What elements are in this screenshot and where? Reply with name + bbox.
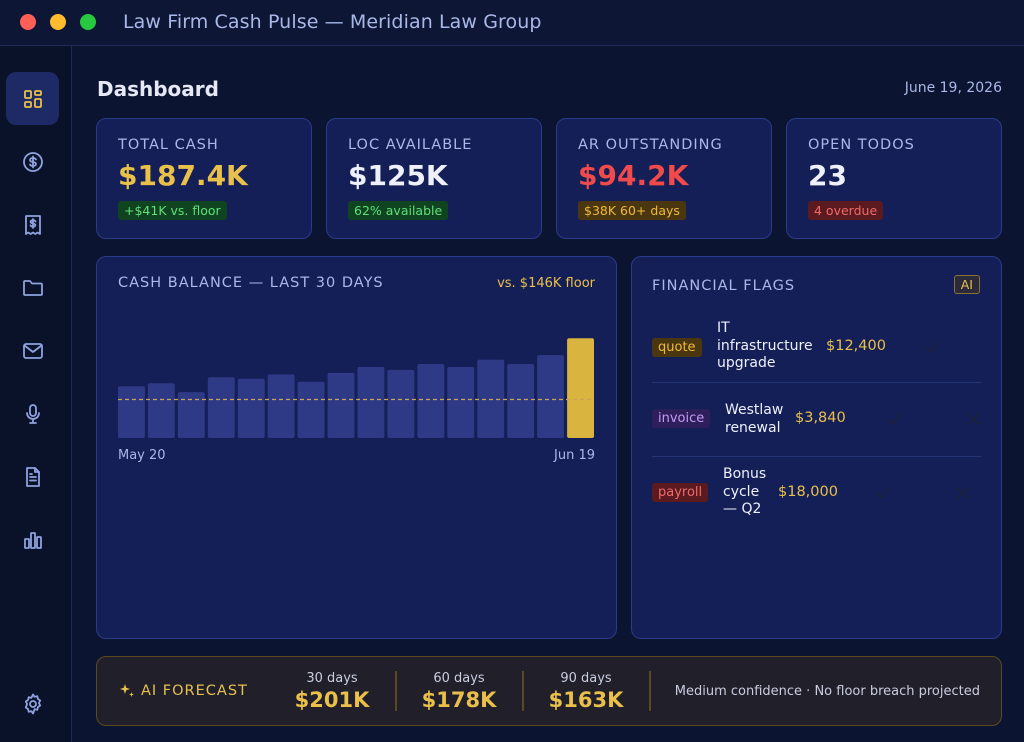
dollar-icon [22, 151, 43, 172]
folder-icon [22, 279, 43, 296]
kpi-value: $94.2K [578, 159, 689, 192]
chart-floor-label: vs. $146K floor [497, 276, 595, 291]
flag-type-badge: payroll [652, 483, 709, 502]
nav-mail[interactable] [6, 324, 59, 377]
sparkle-icon [120, 684, 134, 697]
cash-bar [147, 383, 175, 438]
cash-bar [267, 374, 295, 438]
flag-description: Bonus cycle — Q2 [723, 466, 767, 517]
kpi-value: $125K [348, 159, 448, 192]
nav-voice[interactable] [6, 387, 59, 440]
cash-bar [447, 367, 475, 438]
gear-icon [24, 693, 41, 714]
divider [395, 671, 397, 711]
kpi-label: TOTAL CASH [118, 137, 219, 153]
close-icon [957, 487, 969, 499]
flag-amount: $12,400 [826, 338, 886, 354]
microphone-icon [25, 403, 40, 424]
financial-flags-card: FINANCIAL FLAGS AI quote IT infrastructur… [631, 256, 1002, 639]
flag-type-badge: quote [652, 338, 702, 357]
divider [522, 671, 524, 711]
kpi-badge: 62% available [348, 201, 449, 220]
ai-forecast-bar: AI FORECAST 30 days $201K 60 days $178K … [96, 656, 1002, 726]
approve-button[interactable] [874, 483, 894, 503]
kpi-badge: +$41K vs. floor [118, 201, 227, 220]
kpi-label: OPEN TODOS [808, 137, 915, 153]
dashboard-icon [23, 89, 42, 108]
kpi-label: AR OUTSTANDING [578, 137, 723, 153]
cash-bar-today [567, 338, 594, 438]
nav-dashboard[interactable] [6, 72, 59, 125]
maximize-window-button[interactable] [80, 14, 96, 30]
nav-matters[interactable] [6, 261, 59, 314]
nav-cash[interactable] [6, 135, 59, 188]
check-icon [926, 341, 940, 353]
flag-description: Westlaw renewal [725, 402, 784, 436]
forecast-label: AI FORECAST [119, 683, 248, 699]
cash-balance-chart-card: CASH BALANCE — LAST 30 DAYS vs. $146K fl… [96, 256, 617, 639]
check-icon [877, 487, 891, 499]
kpi-badge: 4 overdue [808, 201, 884, 220]
cash-bar [177, 392, 205, 438]
forecast-note: Medium confidence · No floor breach proj… [674, 684, 980, 699]
flag-amount: $3,840 [795, 410, 846, 426]
flag-row: invoice Westlaw renewal $3,840 [652, 383, 982, 457]
kpi-card-loc-available[interactable]: LOC AVAILABLE $125K 62% available [326, 118, 542, 239]
x-axis-start-label: May 20 [118, 448, 166, 463]
cash-bar [118, 386, 145, 438]
nav-settings[interactable] [6, 677, 59, 730]
cash-bar [417, 364, 445, 438]
approve-button[interactable] [885, 409, 905, 429]
nav-documents[interactable] [6, 450, 59, 503]
cash-bar [297, 381, 325, 438]
minimize-window-button[interactable] [50, 14, 66, 30]
flag-type-badge: invoice [652, 409, 711, 428]
kpi-badge: $38K 60+ days [578, 201, 686, 220]
cash-bar [207, 377, 235, 438]
flag-row: quote IT infrastructure upgrade $12,400 [652, 309, 982, 383]
mail-icon [22, 342, 43, 359]
nav-reports[interactable] [6, 513, 59, 566]
flag-description: IT infrastructure upgrade [717, 320, 813, 371]
x-axis-end-label: Jun 19 [554, 448, 595, 463]
flags-title: FINANCIAL FLAGS [652, 278, 796, 294]
flag-row: payroll Bonus cycle — Q2 $18,000 [652, 457, 982, 531]
approve-button[interactable] [923, 337, 943, 357]
flag-amount: $18,000 [778, 484, 838, 500]
nav-invoices[interactable] [6, 198, 59, 251]
cash-bar [387, 369, 415, 438]
reject-button[interactable] [964, 409, 984, 429]
forecast-60-days: 60 days $178K [421, 671, 497, 712]
close-window-button[interactable] [20, 14, 36, 30]
forecast-90-days: 90 days $163K [548, 671, 624, 712]
kpi-label: LOC AVAILABLE [348, 137, 473, 153]
kpi-card-total-cash[interactable]: TOTAL CASH $187.4K +$41K vs. floor [96, 118, 312, 239]
page-title: Dashboard [97, 77, 219, 101]
cash-bar [507, 364, 535, 438]
chart-title: CASH BALANCE — LAST 30 DAYS [118, 275, 384, 291]
forecast-30-days: 30 days $201K [294, 671, 370, 712]
cash-bar [327, 372, 355, 438]
reject-button[interactable] [953, 483, 973, 503]
cash-bar [237, 378, 265, 438]
close-icon [968, 413, 980, 425]
kpi-value: 23 [808, 159, 847, 192]
cash-balance-chart [118, 338, 594, 438]
document-icon [25, 466, 40, 487]
kpi-value: $187.4K [118, 159, 248, 192]
current-date: June 19, 2026 [904, 80, 1002, 96]
kpi-card-ar-outstanding[interactable]: AR OUTSTANDING $94.2K $38K 60+ days [556, 118, 772, 239]
divider [649, 671, 651, 711]
receipt-icon [24, 214, 41, 235]
title-bar: Law Firm Cash Pulse — Meridian Law Group [0, 0, 1024, 46]
check-icon [888, 413, 902, 425]
kpi-card-open-todos[interactable]: OPEN TODOS 23 4 overdue [786, 118, 1002, 239]
cash-bar [537, 355, 564, 438]
sidebar [0, 46, 72, 742]
bar-chart-icon [23, 531, 42, 549]
ai-tag: AI [953, 275, 980, 294]
cash-bar [357, 367, 385, 438]
cash-bar [477, 359, 505, 438]
window-title: Law Firm Cash Pulse — Meridian Law Group [123, 11, 542, 33]
